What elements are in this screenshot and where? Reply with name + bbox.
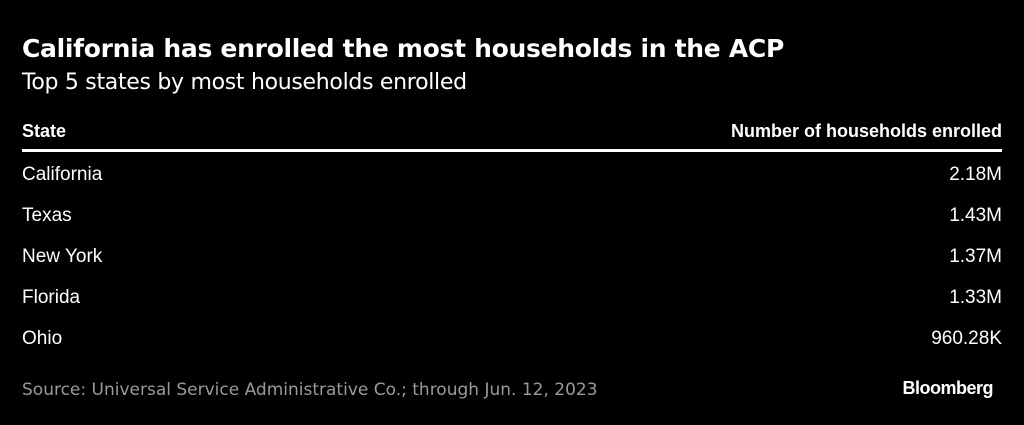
state-cell: New York (22, 246, 103, 267)
value-cell: 1.43M (949, 205, 1002, 226)
header-row: State Number of households enrolled (22, 118, 1002, 152)
subtitle: Top 5 states by most households enrolled (22, 70, 467, 95)
table-row: Texas 1.43M (22, 195, 1002, 236)
state-cell: Florida (22, 287, 81, 308)
state-cell: Ohio (22, 328, 63, 349)
title: California has enrolled the most househo… (22, 34, 784, 63)
table-row: Florida 1.33M (22, 277, 1002, 318)
state-cell: Texas (22, 205, 72, 226)
table-row: New York 1.37M (22, 236, 1002, 277)
column-header: Number of households enrolled (730, 121, 1002, 141)
source: Source: Universal Service Administrative… (22, 380, 598, 400)
value-cell: 2.18M (949, 164, 1002, 185)
column-header: State (22, 121, 67, 141)
state-cell: California (22, 164, 103, 185)
table-row: California 2.18M (22, 154, 1002, 195)
table-body: California 2.18M Texas 1.43M New York 1.37M Fl… (22, 154, 1002, 359)
value-cell: 1.37M (949, 246, 1002, 267)
table: State Number of households enrolled Cali… (22, 118, 1002, 359)
brand: Bloomberg (902, 378, 993, 398)
value-cell: 960.28K (931, 328, 1002, 349)
table-row: Ohio 960.28K (22, 318, 1002, 359)
value-cell: 1.33M (949, 287, 1002, 308)
